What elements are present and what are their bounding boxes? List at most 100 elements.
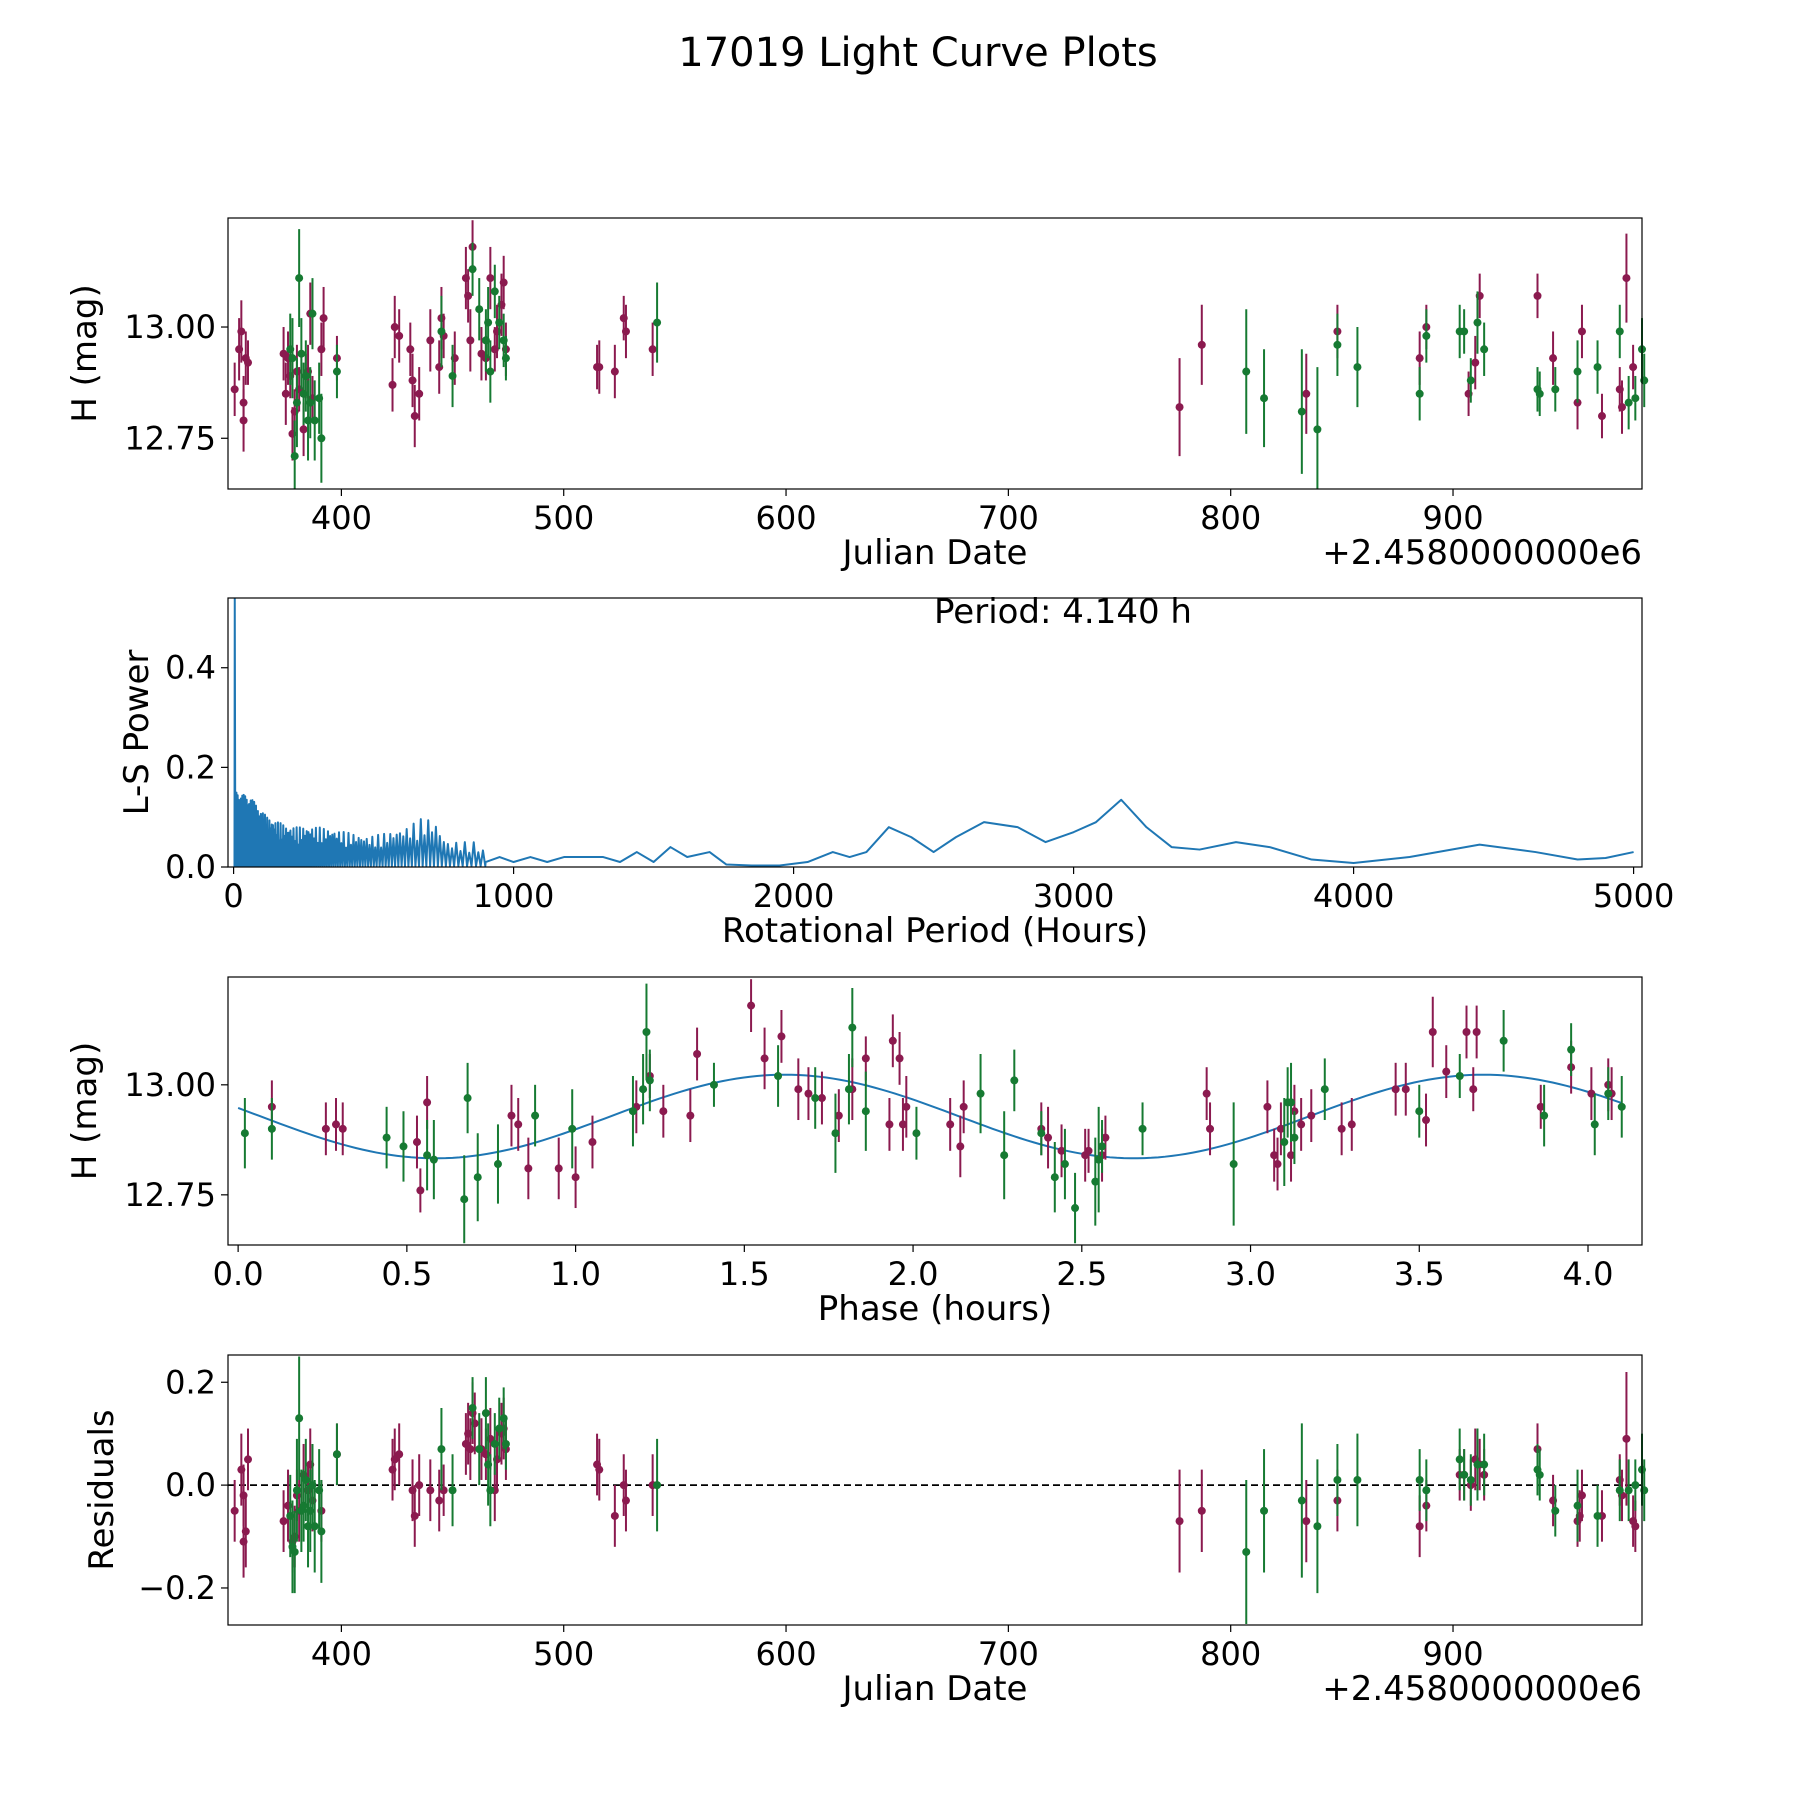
data-point [1587,1089,1596,1098]
x-tick-label: 500 [533,1635,594,1673]
data-point [388,380,397,389]
data-point [241,1527,250,1536]
data-point [1270,1151,1279,1160]
period-annotation: Period: 4.140 h [934,592,1192,632]
x-axis-label: Julian Date [841,533,1028,573]
data-point [481,1409,490,1418]
x-tick-label: 2000 [753,877,834,915]
y-tick-label: 0.2 [165,748,216,786]
data-point [774,1072,783,1081]
data-point [1347,1120,1356,1129]
data-point [1597,412,1606,421]
data-point [645,1076,654,1085]
data-point [410,1511,419,1520]
data-point [1593,363,1602,372]
data-point [1415,354,1424,363]
data-point [468,1403,477,1412]
data-point [1473,318,1482,327]
plot-frame [227,217,1643,490]
data-point [1535,1470,1544,1479]
data-point [1567,1045,1576,1054]
data-point [415,1481,424,1490]
data-point [524,1164,533,1173]
data-point [1622,274,1631,283]
x-offset-label: +2.4580000000e6 [1322,533,1642,573]
data-point [1276,1124,1285,1133]
data-point [1260,394,1269,403]
plot-frame [227,597,1643,868]
x-tick-label: 3.5 [1394,1255,1445,1293]
panel-periodogram: 0 1000 2000 3000 4000 5000 0.0 0.2 0.4 Rotational… [117,592,1674,951]
data-point [1631,1522,1640,1531]
x-tick-label: 1.0 [550,1255,601,1293]
x-tick-label: 700 [978,1635,1039,1673]
data-point [588,1138,597,1147]
data-point [426,336,435,345]
data-point [653,1481,662,1490]
data-point [1422,1116,1431,1125]
data-point [1094,1155,1103,1164]
data-point [1573,1501,1582,1510]
data-point [760,1054,769,1063]
data-point [426,1486,435,1495]
data-point [1535,389,1544,398]
data-point [1551,1506,1560,1515]
data-point [946,1120,955,1129]
data-point [416,1186,425,1195]
data-point [239,398,248,407]
data-point [310,416,319,425]
data-point [1577,327,1586,336]
data-point [1273,1160,1282,1169]
data-point [475,1445,484,1454]
data-point [1287,1098,1296,1107]
data-point [395,331,404,340]
data-point [1460,1470,1469,1479]
x-tick-label: 2.5 [1056,1255,1107,1293]
data-point [448,1486,457,1495]
data-point [1469,1085,1478,1094]
data-point [642,1028,651,1037]
data-point [861,1107,870,1116]
data-point [410,412,419,421]
data-point [1302,389,1311,398]
x-tick-label: 900 [1422,499,1483,537]
data-point [437,327,446,336]
data-point [423,1098,432,1107]
y-tick-label: 13.00 [124,308,216,346]
data-point [507,1111,516,1120]
data-point [267,1124,276,1133]
y-tick-label: 13.00 [124,1066,216,1104]
data-point [659,1107,668,1116]
data-point [568,1124,577,1133]
x-tick-label: 3000 [1033,877,1114,915]
data-point [1391,1085,1400,1094]
data-point [1499,1036,1508,1045]
data-point [295,1414,304,1423]
data-point [292,398,301,407]
data-point [331,1120,340,1129]
data-point [861,1054,870,1063]
data-point [240,1129,249,1138]
data-point [290,452,299,461]
data-point [301,1475,310,1484]
data-point [1057,1146,1066,1155]
figure-title: 17019 Light Curve Plots [678,30,1157,76]
data-point [1415,1107,1424,1116]
x-tick-label: 1000 [473,877,554,915]
data-point [1229,1160,1238,1169]
data-point [1480,345,1489,354]
x-tick-label: 700 [978,499,1039,537]
data-point [415,389,424,398]
data-point [912,1129,921,1138]
data-point [395,1450,404,1459]
data-point [1415,389,1424,398]
data-point [1415,1522,1424,1531]
data-point [486,367,495,376]
data-point [448,371,457,380]
data-point [1415,1475,1424,1484]
data-point [1540,1111,1549,1120]
x-axis-label: Julian Date [841,1669,1028,1709]
data-point [281,389,290,398]
data-point [464,291,473,300]
